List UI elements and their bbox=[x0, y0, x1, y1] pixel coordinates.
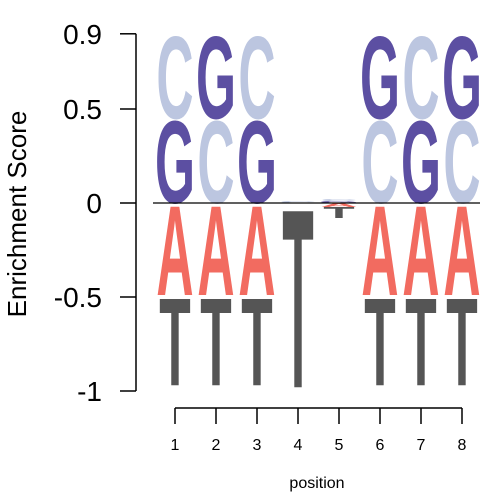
logo-letter-G-pos-3: G bbox=[237, 98, 277, 229]
logo-letter-G-pos-1: G bbox=[155, 98, 195, 229]
x-tick-label: 3 bbox=[253, 437, 262, 454]
logo-letter-C-pos-1: C bbox=[156, 13, 193, 144]
logo-letter-T-pos-5: T bbox=[323, 204, 354, 221]
x-tick-label: 2 bbox=[212, 437, 221, 454]
y-tick-label: 0.9 bbox=[63, 19, 102, 50]
x-tick-label: 4 bbox=[294, 437, 303, 454]
x-tick-label: 6 bbox=[376, 437, 385, 454]
logo-letter-C-pos-8: C bbox=[443, 98, 480, 229]
logo-letter-G-pos-8: G bbox=[442, 13, 482, 144]
y-tick-label: -1 bbox=[77, 376, 102, 407]
logo-letter-T-pos-3: T bbox=[241, 273, 272, 413]
logo-letter-T-pos-8: T bbox=[446, 273, 477, 413]
logo-letter-T-pos-1: T bbox=[159, 273, 190, 413]
logo-letter-G-pos-2: G bbox=[196, 13, 236, 144]
logo-letter-C-pos-5: C bbox=[320, 199, 357, 202]
logo-letter-C-pos-2: C bbox=[197, 98, 234, 229]
logo-letter-G-pos-7: G bbox=[401, 98, 441, 229]
logo-letter-C-pos-3: C bbox=[238, 13, 275, 144]
logo-letter-A-pos-5: A bbox=[320, 202, 357, 208]
logo-letter-G-pos-6: G bbox=[360, 13, 400, 144]
x-tick-label: 5 bbox=[335, 437, 344, 454]
y-tick-label: 0.5 bbox=[63, 94, 102, 125]
x-tick-label: 7 bbox=[417, 437, 426, 454]
logo-letter-T-pos-6: T bbox=[364, 273, 395, 413]
logo-letter-G-pos-5: G bbox=[319, 201, 359, 204]
x-tick-label: 1 bbox=[171, 437, 180, 454]
y-tick-label: 0 bbox=[86, 188, 102, 219]
logo-letter-T-pos-2: T bbox=[200, 273, 231, 413]
y-axis-label: Enrichment Score bbox=[2, 111, 32, 318]
y-tick-label: -0.5 bbox=[54, 282, 102, 313]
logo-letter-C-pos-7: C bbox=[402, 13, 439, 144]
logo-letter-C-pos-6: C bbox=[361, 98, 398, 229]
x-tick-label: 8 bbox=[458, 437, 467, 454]
logo-letter-T-pos-7: T bbox=[405, 273, 436, 413]
x-axis-label: position bbox=[289, 475, 344, 492]
logo-letter-C-pos-4: C bbox=[279, 201, 316, 204]
logo-letter-T-pos-4: T bbox=[282, 157, 313, 443]
axes-layer: 0.9 0.5 0 -0.5 -1 1 2 3 4 5 6 7 8 bbox=[54, 19, 480, 454]
